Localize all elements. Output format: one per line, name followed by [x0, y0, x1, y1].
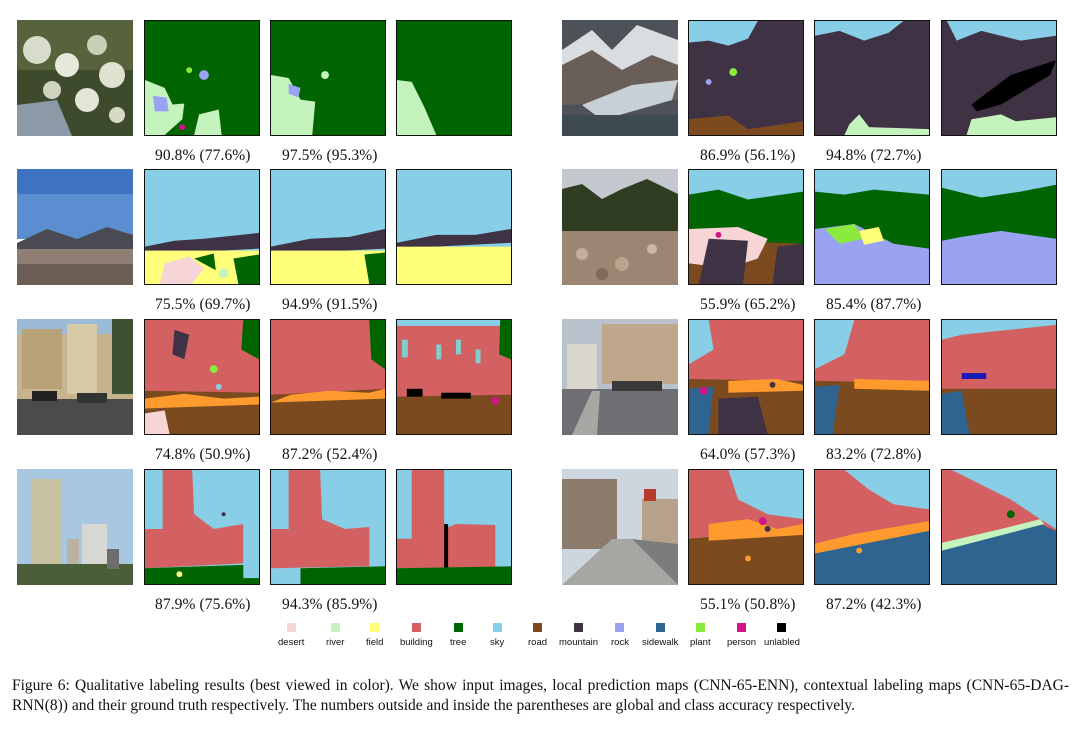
- contextual-labeling-map: [814, 20, 930, 136]
- local-accuracy: 55.9% (65.2%): [700, 296, 796, 313]
- local-accuracy: 55.1% (50.8%): [700, 596, 796, 613]
- local-prediction-map: [144, 469, 260, 585]
- ground-truth-map: [396, 20, 512, 136]
- contextual-accuracy: 94.9% (91.5%): [282, 296, 378, 313]
- legend-swatch: [286, 623, 296, 632]
- legend-swatch: [615, 623, 625, 632]
- legend-item-building: building: [400, 623, 433, 648]
- legend-swatch: [655, 623, 665, 632]
- legend-label: rock: [611, 637, 629, 648]
- contextual-accuracy: 87.2% (42.3%): [826, 596, 922, 613]
- legend-label: desert: [278, 637, 305, 648]
- contextual-accuracy: 94.8% (72.7%): [826, 147, 922, 164]
- input-image-sidewalk: [562, 469, 678, 585]
- contextual-labeling-map: [814, 469, 930, 585]
- legend-item-tree: tree: [450, 623, 466, 648]
- legend-item-person: person: [727, 623, 756, 648]
- legend-label: sky: [490, 637, 505, 648]
- input-image-street: [562, 319, 678, 435]
- figure-caption: Figure 6: Qualitative labeling results (…: [12, 677, 1069, 714]
- local-prediction-map: [688, 20, 804, 136]
- legend-label: mountain: [559, 637, 599, 648]
- legend-label: unlabled: [764, 637, 800, 648]
- legend-label: sidewalk: [642, 637, 679, 648]
- legend-item-mountain: mountain: [559, 623, 598, 648]
- input-image-flowers: [17, 20, 133, 136]
- local-accuracy: 64.0% (57.3%): [700, 446, 796, 463]
- legend-swatch: [737, 623, 747, 632]
- contextual-accuracy: 97.5% (95.3%): [282, 147, 378, 164]
- legend-swatch: [492, 623, 502, 632]
- legend-swatch: [330, 623, 340, 632]
- contextual-labeling-map: [814, 169, 930, 285]
- local-accuracy: 87.9% (75.6%): [155, 596, 251, 613]
- contextual-labeling-map: [814, 319, 930, 435]
- class-legend: desert river field building tree sky roa…: [278, 623, 808, 653]
- legend-swatch: [695, 623, 705, 632]
- legend-item-unlabled: unlabled: [764, 623, 800, 648]
- legend-item-road: road: [528, 623, 547, 648]
- legend-label: person: [727, 637, 757, 648]
- legend-swatch: [453, 623, 463, 632]
- local-prediction-map: [688, 469, 804, 585]
- legend-label: river: [326, 637, 345, 648]
- local-accuracy: 75.5% (69.7%): [155, 296, 251, 313]
- legend-item-plant: plant: [690, 623, 711, 648]
- legend-item-rock: rock: [611, 623, 629, 648]
- contextual-labeling-map: [270, 319, 386, 435]
- legend-swatch: [370, 623, 380, 632]
- contextual-accuracy: 83.2% (72.8%): [826, 446, 922, 463]
- contextual-accuracy: 85.4% (87.7%): [826, 296, 922, 313]
- input-image-field: [17, 169, 133, 285]
- ground-truth-map: [941, 169, 1057, 285]
- legend-swatch: [777, 623, 787, 632]
- input-image-forest: [562, 169, 678, 285]
- local-prediction-map: [688, 319, 804, 435]
- legend-swatch: [574, 623, 584, 632]
- legend-label: plant: [690, 637, 711, 648]
- local-accuracy: 86.9% (56.1%): [700, 147, 796, 164]
- ground-truth-map: [396, 319, 512, 435]
- local-accuracy: 90.8% (77.6%): [155, 147, 251, 164]
- input-image-palace: [17, 319, 133, 435]
- figure-row-1: 90.8% (77.6%) 97.5% (95.3%) 86.9% (56.1%…: [0, 20, 1081, 164]
- local-prediction-map: [688, 169, 804, 285]
- legend-item-sidewalk: sidewalk: [642, 623, 678, 648]
- contextual-labeling-map: [270, 169, 386, 285]
- figure-row-2: 75.5% (69.7%) 94.9% (91.5%) 55.9% (65.2%…: [0, 169, 1081, 313]
- ground-truth-map: [941, 319, 1057, 435]
- ground-truth-map: [396, 469, 512, 585]
- figure-row-3: 74.8% (50.9%) 87.2% (52.4%) 64.0% (57.3%…: [0, 319, 1081, 463]
- legend-label: road: [528, 637, 548, 648]
- legend-label: building: [400, 637, 433, 648]
- contextual-labeling-map: [270, 469, 386, 585]
- legend-item-river: river: [326, 623, 344, 648]
- ground-truth-map: [941, 469, 1057, 585]
- local-prediction-map: [144, 20, 260, 136]
- legend-label: tree: [450, 637, 467, 648]
- legend-item-field: field: [366, 623, 383, 648]
- legend-item-desert: desert: [278, 623, 304, 648]
- input-image-city: [17, 469, 133, 585]
- legend-swatch: [533, 623, 542, 632]
- input-image-glacier: [562, 20, 678, 136]
- contextual-labeling-map: [270, 20, 386, 136]
- legend-label: field: [366, 637, 384, 648]
- legend-item-sky: sky: [490, 623, 504, 648]
- local-accuracy: 74.8% (50.9%): [155, 446, 251, 463]
- ground-truth-map: [941, 20, 1057, 136]
- legend-swatch: [411, 623, 421, 632]
- local-prediction-map: [144, 169, 260, 285]
- figure-row-4: 87.9% (75.6%) 94.3% (85.9%) 55.1% (50.8%…: [0, 469, 1081, 613]
- contextual-accuracy: 94.3% (85.9%): [282, 596, 378, 613]
- ground-truth-map: [396, 169, 512, 285]
- local-prediction-map: [144, 319, 260, 435]
- contextual-accuracy: 87.2% (52.4%): [282, 446, 378, 463]
